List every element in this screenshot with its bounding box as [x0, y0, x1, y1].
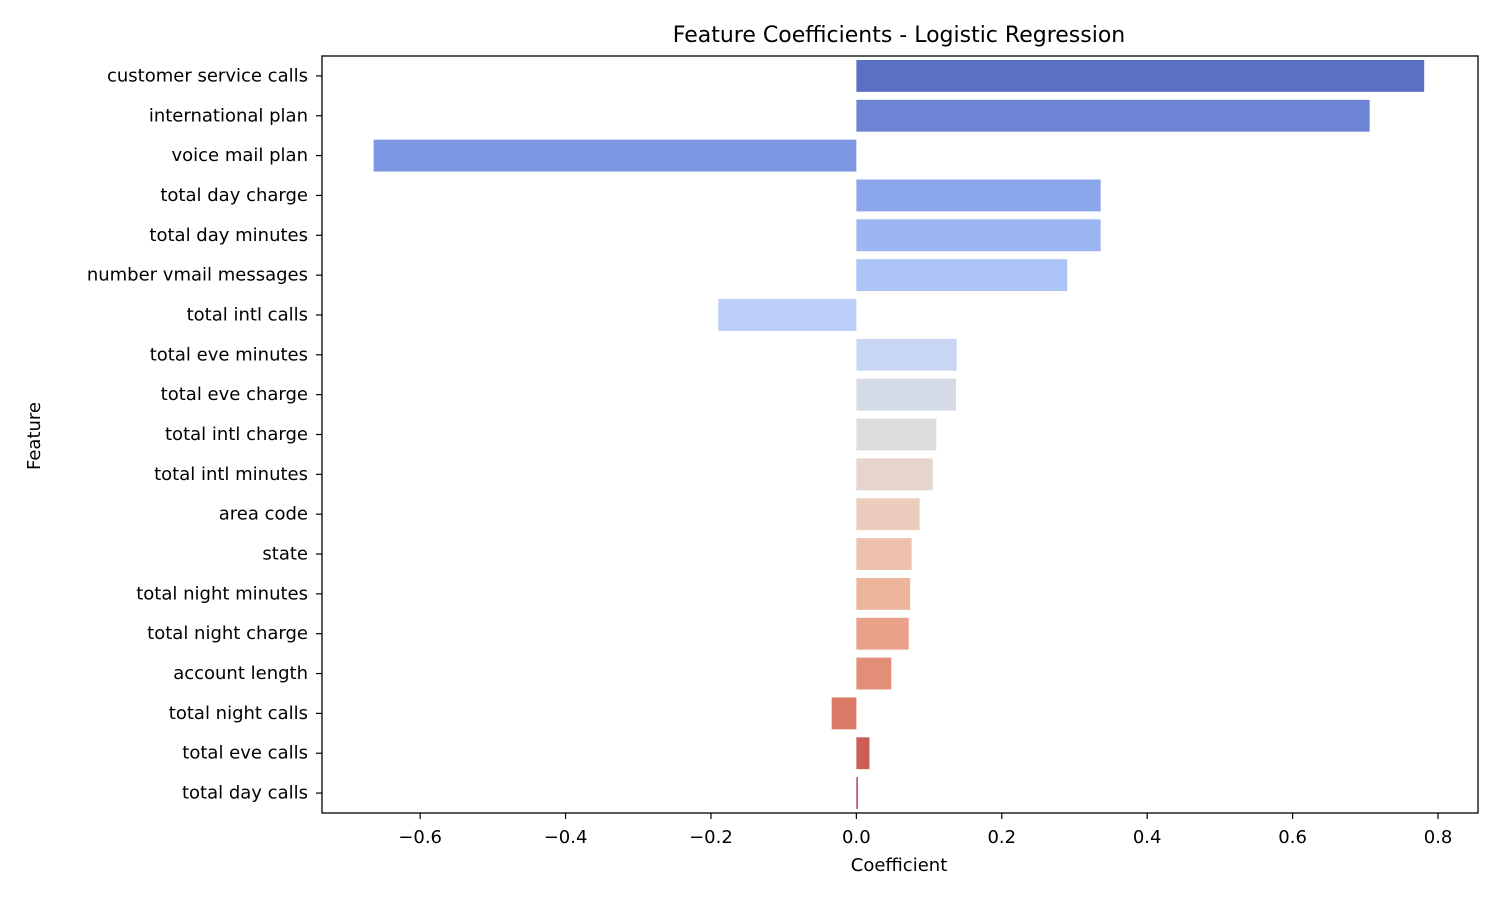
y-axis-label: Feature — [24, 402, 45, 470]
y-tick-label: area code — [219, 504, 308, 525]
bar-total-intl-charge — [856, 418, 937, 451]
x-tick-label: −0.6 — [398, 827, 442, 848]
bar-total-day-calls — [856, 777, 858, 810]
bar-area-code — [856, 498, 920, 531]
y-tick-label: total day minutes — [149, 225, 308, 246]
bar-total-intl-minutes — [856, 458, 933, 491]
x-tick-label: −0.2 — [689, 827, 733, 848]
y-tick-label: total eve calls — [182, 743, 308, 764]
x-ticks: −0.6 −0.4 −0.2 0.0 0.2 0.4 0.6 0.8 — [398, 813, 1452, 848]
y-tick-label: total eve charge — [161, 384, 308, 405]
bar-total-eve-minutes — [856, 338, 957, 371]
y-tick-label: total day calls — [182, 783, 308, 804]
y-tick-label: customer service calls — [107, 65, 308, 86]
plot-frame — [321, 55, 1479, 814]
bar-total-intl-calls — [718, 299, 857, 331]
bars-group — [373, 59, 1425, 810]
x-tick-label: 0.6 — [1278, 827, 1307, 848]
bar-total-night-calls — [831, 697, 857, 730]
y-tick-label: international plan — [149, 105, 308, 126]
x-tick-label: 0.2 — [987, 827, 1016, 848]
bar-total-eve-charge — [856, 378, 956, 411]
bar-total-night-charge — [856, 617, 909, 650]
bar-number-vmail-messages — [856, 259, 1068, 292]
x-tick-label: 0.8 — [1424, 827, 1453, 848]
bar-international-plan — [856, 99, 1370, 132]
y-tick-label: voice mail plan — [171, 145, 308, 166]
y-tick-label: total intl charge — [165, 424, 308, 445]
bar-customer-service-calls — [856, 59, 1425, 92]
bar-account-length — [856, 657, 892, 690]
x-tick-label: 0.4 — [1133, 827, 1162, 848]
bar-total-day-charge — [856, 179, 1101, 212]
y-tick-label: state — [262, 544, 308, 565]
y-tick-label: account length — [173, 663, 308, 684]
x-tick-label: −0.4 — [544, 827, 588, 848]
bar-state — [856, 538, 912, 570]
x-tick-label: 0.0 — [842, 827, 871, 848]
y-tick-label: total intl calls — [187, 304, 308, 325]
y-tick-label: total day charge — [160, 185, 308, 206]
chart-title: Feature Coefficients - Logistic Regressi… — [673, 23, 1125, 48]
y-tick-label: total intl minutes — [154, 464, 308, 485]
bar-voice-mail-plan — [373, 139, 857, 172]
bar-total-night-minutes — [856, 577, 911, 610]
y-tick-label: total night calls — [169, 703, 308, 724]
y-tick-label: total night charge — [147, 623, 308, 644]
bar-total-eve-calls — [856, 737, 870, 770]
x-axis-label: Coefficient — [851, 855, 948, 876]
y-tick-label: number vmail messages — [87, 265, 308, 286]
y-tick-label: total night minutes — [136, 583, 308, 604]
y-tick-labels: customer service calls international plan… — [87, 65, 322, 804]
y-tick-label: total eve minutes — [150, 344, 308, 365]
bar-total-day-minutes — [856, 219, 1101, 252]
